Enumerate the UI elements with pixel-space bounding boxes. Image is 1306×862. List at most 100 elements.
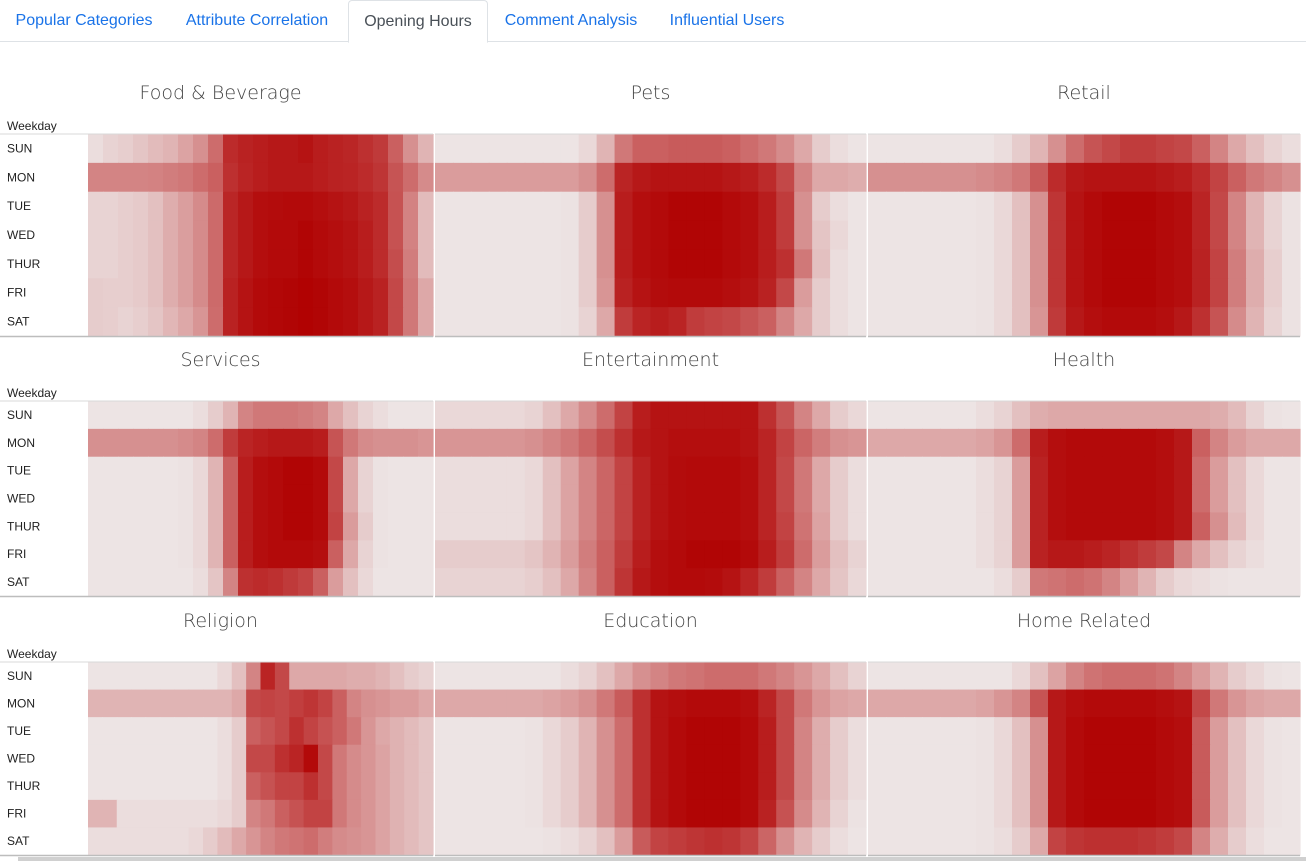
heatmap-cell[interactable] bbox=[1066, 249, 1085, 279]
heatmap-cell[interactable] bbox=[388, 162, 404, 193]
heatmap-cell[interactable] bbox=[1228, 744, 1247, 773]
heatmap-cell[interactable] bbox=[188, 827, 204, 856]
heatmap-cell[interactable] bbox=[976, 456, 995, 486]
heatmap-cell[interactable] bbox=[1192, 456, 1211, 486]
heatmap-cell[interactable] bbox=[904, 512, 923, 541]
heatmap-cell[interactable] bbox=[1120, 278, 1139, 308]
heatmap-cell[interactable] bbox=[686, 568, 705, 597]
heatmap-cell[interactable] bbox=[388, 220, 404, 251]
heatmap-cell[interactable] bbox=[578, 512, 598, 541]
heatmap-cell[interactable] bbox=[722, 278, 741, 308]
heatmap-cell[interactable] bbox=[418, 428, 434, 458]
heatmap-cell[interactable] bbox=[231, 827, 247, 856]
heatmap-cell[interactable] bbox=[868, 249, 887, 279]
heatmap-cell[interactable] bbox=[1048, 568, 1067, 597]
heatmap-cell[interactable] bbox=[596, 278, 616, 308]
heatmap-cell[interactable] bbox=[1156, 662, 1175, 691]
heatmap-cell[interactable] bbox=[776, 278, 795, 308]
heatmap-cell[interactable] bbox=[1102, 428, 1121, 458]
heatmap-cell[interactable] bbox=[1066, 428, 1085, 458]
heatmap-cell[interactable] bbox=[848, 744, 867, 773]
heatmap-cell[interactable] bbox=[223, 428, 239, 458]
heatmap-cell[interactable] bbox=[542, 307, 562, 337]
heatmap-cell[interactable] bbox=[668, 662, 688, 691]
heatmap-cell[interactable] bbox=[650, 772, 670, 801]
heatmap-cell[interactable] bbox=[268, 162, 284, 193]
heatmap-cell[interactable] bbox=[794, 717, 813, 746]
heatmap-cell[interactable] bbox=[1264, 162, 1283, 193]
heatmap-cell[interactable] bbox=[178, 401, 194, 430]
heatmap-cell[interactable] bbox=[238, 162, 254, 193]
heatmap-cell[interactable] bbox=[159, 662, 175, 691]
heatmap-cell[interactable] bbox=[452, 191, 472, 222]
heatmap-cell[interactable] bbox=[632, 827, 652, 856]
heatmap-cell[interactable] bbox=[830, 484, 849, 514]
heatmap-cell[interactable] bbox=[418, 134, 434, 164]
heatmap-cell[interactable] bbox=[740, 401, 759, 430]
heatmap-cell[interactable] bbox=[1066, 799, 1085, 829]
heatmap-cell[interactable] bbox=[886, 827, 905, 856]
heatmap-cell[interactable] bbox=[976, 428, 995, 458]
heatmap-cell[interactable] bbox=[614, 662, 634, 691]
heatmap-cell[interactable] bbox=[1246, 162, 1265, 193]
heatmap-cell[interactable] bbox=[740, 772, 759, 801]
heatmap-cell[interactable] bbox=[994, 278, 1013, 308]
heatmap-cell[interactable] bbox=[389, 717, 405, 746]
heatmap-cell[interactable] bbox=[740, 278, 759, 308]
heatmap-cell[interactable] bbox=[650, 799, 670, 829]
heatmap-cell[interactable] bbox=[614, 512, 634, 541]
heatmap-cell[interactable] bbox=[740, 540, 759, 569]
heatmap-cell[interactable] bbox=[940, 772, 959, 801]
heatmap-cell[interactable] bbox=[488, 456, 508, 486]
heatmap-cell[interactable] bbox=[435, 744, 454, 773]
heatmap-cell[interactable] bbox=[188, 744, 204, 773]
heatmap-cell[interactable] bbox=[722, 456, 741, 486]
heatmap-cell[interactable] bbox=[358, 134, 374, 164]
heatmap-cell[interactable] bbox=[650, 162, 670, 193]
heatmap-cell[interactable] bbox=[217, 662, 233, 691]
heatmap-cell[interactable] bbox=[208, 512, 224, 541]
heatmap-cell[interactable] bbox=[758, 162, 777, 193]
heatmap-cell[interactable] bbox=[1210, 278, 1229, 308]
heatmap-cell[interactable] bbox=[418, 662, 434, 691]
heatmap-cell[interactable] bbox=[904, 134, 923, 164]
heatmap-cell[interactable] bbox=[303, 772, 319, 801]
heatmap-cell[interactable] bbox=[994, 456, 1013, 486]
heatmap-cell[interactable] bbox=[253, 278, 269, 308]
heatmap-cell[interactable] bbox=[1138, 484, 1157, 514]
heatmap-cell[interactable] bbox=[1084, 428, 1103, 458]
heatmap-cell[interactable] bbox=[231, 799, 247, 829]
heatmap-cell[interactable] bbox=[560, 799, 580, 829]
heatmap-cell[interactable] bbox=[506, 456, 526, 486]
heatmap-cell[interactable] bbox=[193, 162, 209, 193]
heatmap-cell[interactable] bbox=[238, 220, 254, 251]
heatmap-cell[interactable] bbox=[163, 220, 179, 251]
heatmap-cell[interactable] bbox=[193, 307, 209, 337]
heatmap-cell[interactable] bbox=[614, 249, 634, 279]
heatmap-cell[interactable] bbox=[193, 568, 209, 597]
heatmap-cell[interactable] bbox=[940, 220, 959, 251]
heatmap-cell[interactable] bbox=[922, 249, 941, 279]
heatmap-cell[interactable] bbox=[1246, 689, 1265, 718]
heatmap-cell[interactable] bbox=[332, 744, 348, 773]
heatmap-cell[interactable] bbox=[830, 191, 849, 222]
heatmap-cell[interactable] bbox=[1210, 799, 1229, 829]
heatmap-cell[interactable] bbox=[253, 307, 269, 337]
heatmap-cell[interactable] bbox=[1228, 307, 1247, 337]
heatmap-cell[interactable] bbox=[373, 220, 389, 251]
heatmap-cell[interactable] bbox=[246, 662, 262, 691]
heatmap-cell[interactable] bbox=[1120, 428, 1139, 458]
heatmap-cell[interactable] bbox=[848, 401, 867, 430]
heatmap-cell[interactable] bbox=[776, 662, 795, 691]
heatmap-cell[interactable] bbox=[283, 401, 299, 430]
heatmap-cell[interactable] bbox=[578, 717, 598, 746]
heatmap-cell[interactable] bbox=[812, 191, 831, 222]
heatmap-cell[interactable] bbox=[560, 401, 580, 430]
heatmap-cell[interactable] bbox=[1174, 512, 1193, 541]
heatmap-cell[interactable] bbox=[524, 278, 544, 308]
heatmap-cell[interactable] bbox=[1030, 662, 1049, 691]
heatmap-cell[interactable] bbox=[358, 220, 374, 251]
heatmap-cell[interactable] bbox=[506, 744, 526, 773]
heatmap-cell[interactable] bbox=[1102, 512, 1121, 541]
heatmap-cell[interactable] bbox=[1156, 744, 1175, 773]
